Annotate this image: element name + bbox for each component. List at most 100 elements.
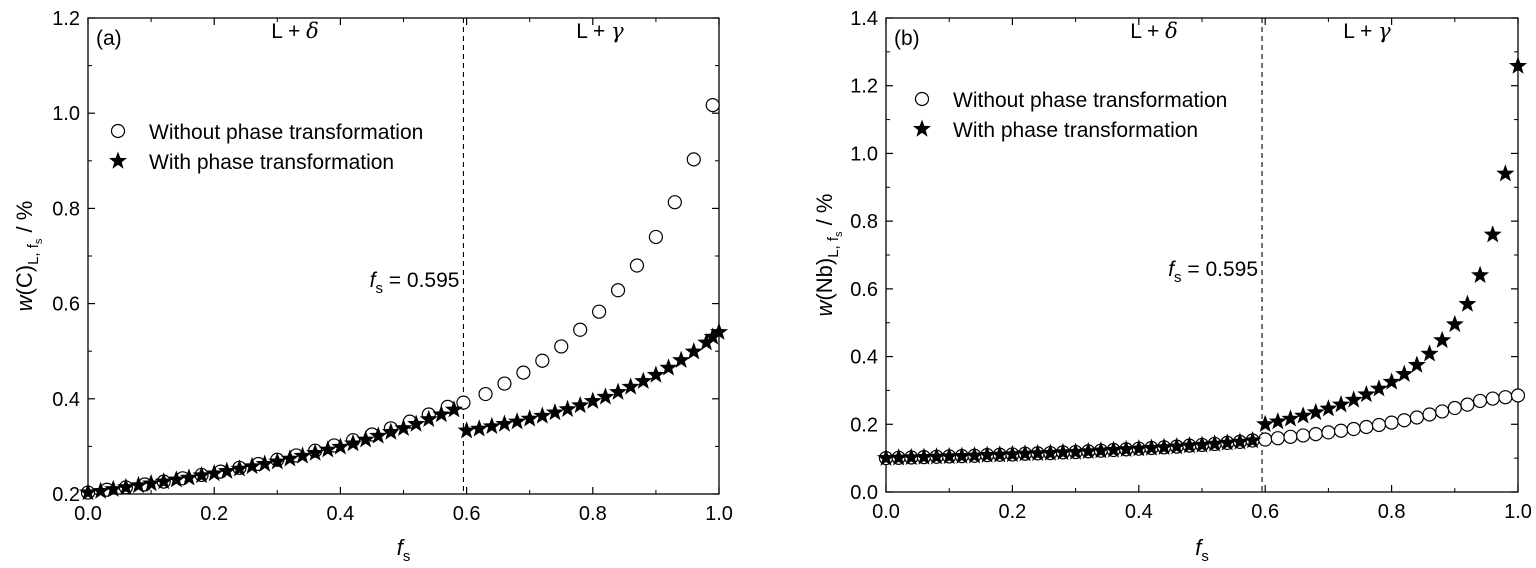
data-point	[1483, 225, 1502, 243]
data-point	[1447, 400, 1462, 416]
data-point	[1294, 406, 1313, 424]
data-point	[356, 430, 375, 448]
y-tick-label: 1.4	[850, 8, 878, 30]
x-tick-label: 1.0	[1504, 501, 1532, 523]
data-point	[1433, 330, 1452, 349]
panel-b: 0.0 0.2 0.4 0.6 0.8 1.0 0.0 0.2 0.4 0.6 0.8 1.0 1.2 1…	[812, 8, 1532, 565]
y-axis-label-subsub: s	[33, 238, 45, 244]
data-point	[610, 283, 626, 298]
y-tick-label: 0.4	[52, 389, 80, 411]
data-point	[1369, 379, 1388, 397]
y-tick-label: 1.0	[850, 143, 878, 165]
data-point	[1016, 444, 1035, 462]
divider-label: fs = 0.595	[370, 269, 460, 297]
x-axis-label: fs	[1195, 535, 1209, 565]
y-axis-label-unit: / %	[12, 201, 37, 239]
y-tick-label: 0.6	[52, 294, 80, 316]
data-point	[78, 483, 98, 501]
data-point	[990, 445, 1009, 463]
series-with-phase-transformation	[78, 322, 729, 501]
data-point	[520, 409, 539, 427]
data-point	[230, 459, 249, 477]
data-point	[705, 98, 720, 113]
y-axis-label-w: w	[812, 298, 837, 316]
data-point	[940, 446, 959, 465]
data-point	[1472, 393, 1488, 409]
data-point	[331, 437, 350, 455]
data-point	[659, 358, 678, 376]
data-point	[646, 365, 665, 383]
data-point	[306, 443, 325, 461]
data-point	[1346, 421, 1361, 437]
y-tick-label: 1.0	[52, 103, 80, 125]
data-point	[1230, 432, 1249, 450]
data-point	[280, 449, 299, 467]
data-point	[533, 406, 552, 424]
data-point	[1129, 439, 1148, 457]
data-point	[672, 350, 691, 368]
y-axis-label-w: w	[12, 293, 37, 311]
data-point	[1167, 437, 1186, 455]
panel-label: (b)	[894, 27, 920, 50]
legend-marker-without	[110, 123, 126, 139]
x-tick-label: 0.4	[326, 503, 354, 525]
y-tick-label: 0.8	[850, 211, 878, 233]
data-point	[571, 395, 590, 414]
data-point	[1218, 433, 1237, 451]
data-point	[1460, 397, 1475, 412]
data-point	[1283, 429, 1298, 444]
data-point	[478, 386, 493, 402]
data-point	[667, 195, 682, 210]
data-point	[179, 468, 198, 486]
data-point	[293, 446, 312, 464]
legend-marker-with	[912, 119, 932, 137]
legend-label-without: Without phase transformation	[149, 121, 423, 144]
y-axis-label-sub: L, f	[825, 236, 842, 258]
legend-label-with: With phase transformation	[953, 119, 1198, 142]
data-point	[1319, 399, 1338, 417]
data-point	[1308, 427, 1323, 442]
data-point	[592, 304, 607, 319]
y-axis-label-unit: / %	[812, 194, 837, 232]
x-tick-label: 0.6	[453, 503, 481, 525]
x-tick-label: 0.8	[1378, 501, 1406, 523]
data-point	[456, 395, 471, 410]
data-point	[545, 403, 564, 421]
region-label-left: L + δ	[1130, 19, 1178, 43]
data-point	[1104, 440, 1123, 458]
data-point	[142, 474, 161, 492]
data-point	[554, 339, 569, 354]
y-tick-label: 0.0	[850, 482, 878, 504]
y-axis-label-species: (C)	[12, 265, 37, 296]
region-label-left-symbol: δ	[1165, 19, 1178, 43]
data-point	[1409, 410, 1424, 425]
x-tick-label: 0.8	[579, 503, 607, 525]
data-point	[1445, 314, 1464, 333]
data-point	[104, 479, 123, 497]
region-label-left-text: L +	[271, 20, 306, 43]
x-tick-label: 0.4	[1125, 501, 1153, 523]
y-axis-label: w(C)L, fs / %	[12, 201, 45, 312]
divider-label-f: f	[1168, 258, 1176, 281]
x-tick-label: 1.0	[705, 503, 733, 525]
data-point	[205, 464, 224, 482]
data-point	[902, 447, 921, 466]
divider-label-f: f	[370, 269, 378, 292]
data-point	[1281, 409, 1300, 427]
region-label-right-symbol: γ	[1378, 19, 1391, 43]
data-point	[116, 477, 135, 496]
data-point	[952, 446, 971, 464]
y-tick-label: 0.6	[850, 279, 878, 301]
divider-label: fs = 0.595	[1168, 258, 1258, 286]
x-axis-label-sub: s	[403, 548, 411, 565]
data-point	[1258, 432, 1273, 447]
data-point	[965, 446, 984, 464]
data-point	[1268, 412, 1287, 430]
data-point	[1333, 423, 1349, 438]
data-point	[91, 481, 110, 499]
legend-marker-with	[108, 151, 128, 169]
data-point	[1066, 442, 1085, 460]
data-point	[1256, 414, 1275, 432]
data-point	[634, 371, 653, 389]
data-point	[648, 229, 664, 245]
